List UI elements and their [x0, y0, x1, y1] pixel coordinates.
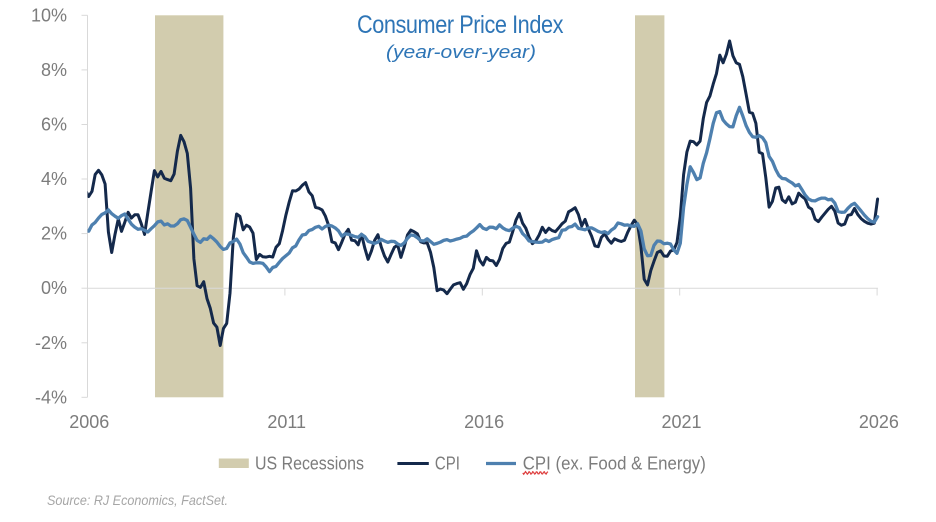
svg-text:CPI (ex. Food & Energy): CPI (ex. Food & Energy)	[523, 454, 706, 474]
svg-text:2011: 2011	[267, 412, 306, 432]
svg-text:-4%: -4%	[35, 387, 67, 407]
svg-text:2006: 2006	[69, 412, 109, 432]
svg-text:2016: 2016	[464, 412, 504, 432]
svg-text:8%: 8%	[41, 60, 67, 80]
svg-text:US Recessions: US Recessions	[255, 454, 364, 474]
svg-text:(year-over-year): (year-over-year)	[386, 41, 536, 62]
svg-text:6%: 6%	[41, 115, 67, 135]
svg-text:10%: 10%	[31, 5, 67, 25]
svg-text:2026: 2026	[859, 412, 899, 432]
svg-text:4%: 4%	[41, 169, 67, 189]
svg-text:Consumer Price Index: Consumer Price Index	[357, 11, 564, 39]
svg-text:CPI: CPI	[435, 454, 460, 474]
svg-text:-2%: -2%	[35, 333, 67, 353]
svg-text:0%: 0%	[41, 278, 67, 298]
svg-text:2021: 2021	[661, 412, 701, 432]
svg-text:2%: 2%	[41, 224, 67, 244]
svg-text:Source: RJ Economics, FactSet.: Source: RJ Economics, FactSet.	[47, 492, 228, 508]
